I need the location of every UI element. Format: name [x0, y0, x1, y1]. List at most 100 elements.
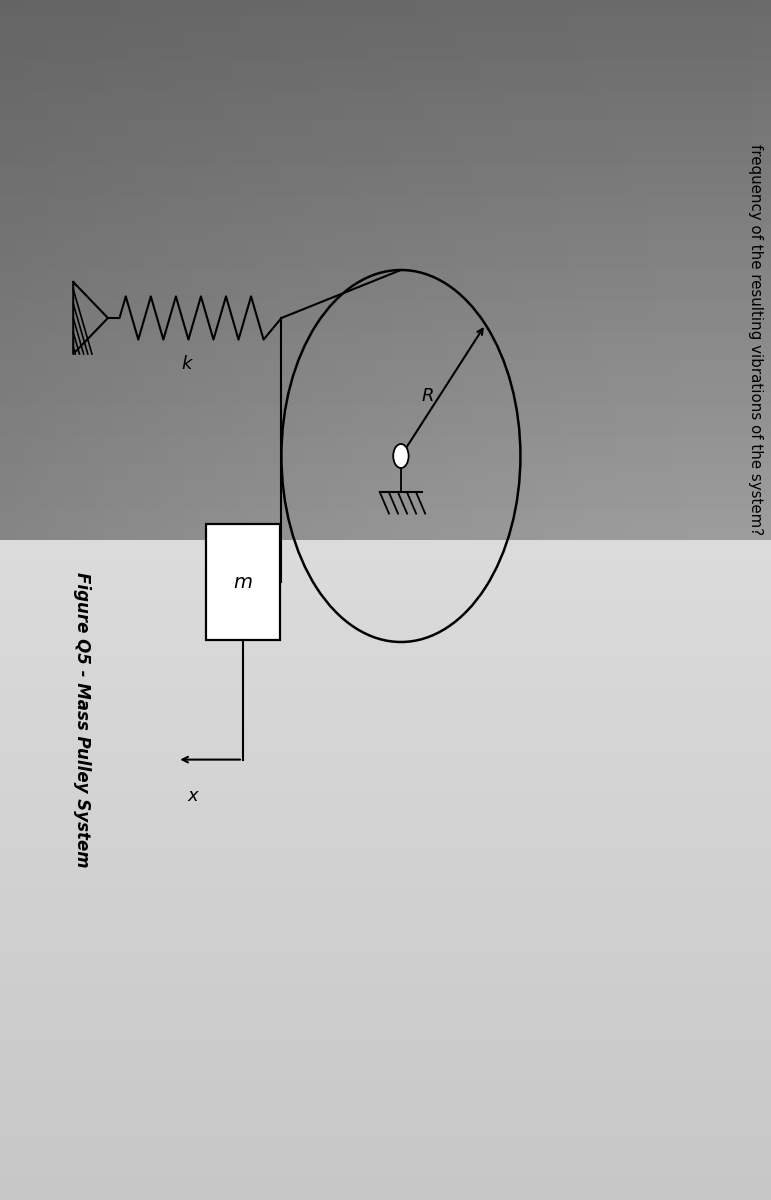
Polygon shape: [0, 480, 771, 494]
Polygon shape: [0, 730, 771, 738]
Polygon shape: [0, 734, 771, 750]
Polygon shape: [0, 1126, 771, 1140]
Polygon shape: [0, 721, 771, 730]
Polygon shape: [0, 1010, 771, 1019]
Polygon shape: [0, 226, 771, 240]
Polygon shape: [0, 570, 771, 584]
Polygon shape: [0, 284, 771, 300]
Polygon shape: [0, 1183, 771, 1192]
Polygon shape: [328, 0, 338, 540]
Polygon shape: [0, 120, 771, 134]
Polygon shape: [0, 638, 771, 647]
Polygon shape: [0, 1002, 771, 1010]
Polygon shape: [0, 494, 771, 510]
Polygon shape: [540, 0, 549, 540]
Polygon shape: [0, 581, 771, 589]
Polygon shape: [0, 930, 771, 946]
Polygon shape: [0, 840, 771, 854]
Polygon shape: [0, 974, 771, 990]
Polygon shape: [405, 0, 415, 540]
Polygon shape: [501, 0, 510, 540]
Polygon shape: [0, 1050, 771, 1066]
Polygon shape: [0, 30, 771, 44]
Polygon shape: [86, 0, 96, 540]
Polygon shape: [347, 0, 356, 540]
Polygon shape: [0, 1020, 771, 1034]
Polygon shape: [125, 0, 135, 540]
Polygon shape: [145, 0, 154, 540]
Polygon shape: [77, 0, 86, 540]
Polygon shape: [0, 911, 771, 919]
Polygon shape: [0, 660, 771, 674]
Polygon shape: [0, 853, 771, 862]
Polygon shape: [0, 826, 771, 840]
Polygon shape: [0, 623, 771, 631]
Polygon shape: [0, 1170, 771, 1186]
Polygon shape: [0, 990, 771, 1006]
Polygon shape: [0, 787, 771, 796]
Text: The pulley in figure Q5 has a radius R and moment of inertial I. The mass m is
d: The pulley in figure Q5 has a radius R a…: [748, 144, 771, 734]
Polygon shape: [0, 180, 771, 194]
Polygon shape: [0, 14, 771, 30]
Polygon shape: [0, 1159, 771, 1166]
Polygon shape: [0, 887, 771, 895]
Polygon shape: [0, 713, 771, 721]
Polygon shape: [0, 572, 771, 581]
Polygon shape: [0, 1154, 771, 1170]
Polygon shape: [472, 0, 482, 540]
Polygon shape: [298, 0, 308, 540]
Polygon shape: [559, 0, 569, 540]
Polygon shape: [29, 0, 39, 540]
Polygon shape: [0, 895, 771, 902]
Polygon shape: [222, 0, 231, 540]
Polygon shape: [0, 994, 771, 1002]
Text: x: x: [187, 787, 198, 804]
Polygon shape: [270, 0, 279, 540]
Polygon shape: [0, 0, 771, 14]
Polygon shape: [0, 526, 771, 540]
Polygon shape: [173, 0, 183, 540]
Polygon shape: [530, 0, 540, 540]
Polygon shape: [0, 194, 771, 210]
Polygon shape: [0, 720, 771, 734]
Polygon shape: [0, 1134, 771, 1142]
Circle shape: [393, 444, 409, 468]
Polygon shape: [0, 690, 771, 704]
Polygon shape: [0, 680, 771, 689]
Polygon shape: [376, 0, 386, 540]
Polygon shape: [0, 1192, 771, 1200]
Polygon shape: [510, 0, 520, 540]
Polygon shape: [0, 900, 771, 914]
Polygon shape: [0, 1051, 771, 1060]
Polygon shape: [0, 1142, 771, 1151]
Polygon shape: [0, 914, 771, 930]
Polygon shape: [0, 704, 771, 720]
Polygon shape: [549, 0, 559, 540]
Polygon shape: [0, 770, 771, 779]
Polygon shape: [0, 450, 771, 464]
Polygon shape: [0, 647, 771, 655]
FancyBboxPatch shape: [206, 524, 280, 640]
Polygon shape: [0, 838, 771, 845]
Polygon shape: [0, 1076, 771, 1085]
Polygon shape: [0, 606, 771, 614]
Polygon shape: [492, 0, 501, 540]
Polygon shape: [106, 0, 116, 540]
Polygon shape: [39, 0, 48, 540]
Polygon shape: [0, 1110, 771, 1126]
Polygon shape: [0, 821, 771, 829]
Polygon shape: [19, 0, 29, 540]
Polygon shape: [0, 1117, 771, 1126]
Text: Figure Q5 - Mass Pulley System: Figure Q5 - Mass Pulley System: [73, 572, 91, 868]
Polygon shape: [0, 854, 771, 870]
Polygon shape: [0, 780, 771, 794]
Polygon shape: [0, 985, 771, 994]
Polygon shape: [0, 878, 771, 887]
Polygon shape: [0, 697, 771, 704]
Polygon shape: [366, 0, 376, 540]
Polygon shape: [0, 1006, 771, 1020]
Polygon shape: [0, 689, 771, 697]
Polygon shape: [0, 540, 771, 548]
Polygon shape: [0, 796, 771, 804]
Polygon shape: [0, 845, 771, 853]
